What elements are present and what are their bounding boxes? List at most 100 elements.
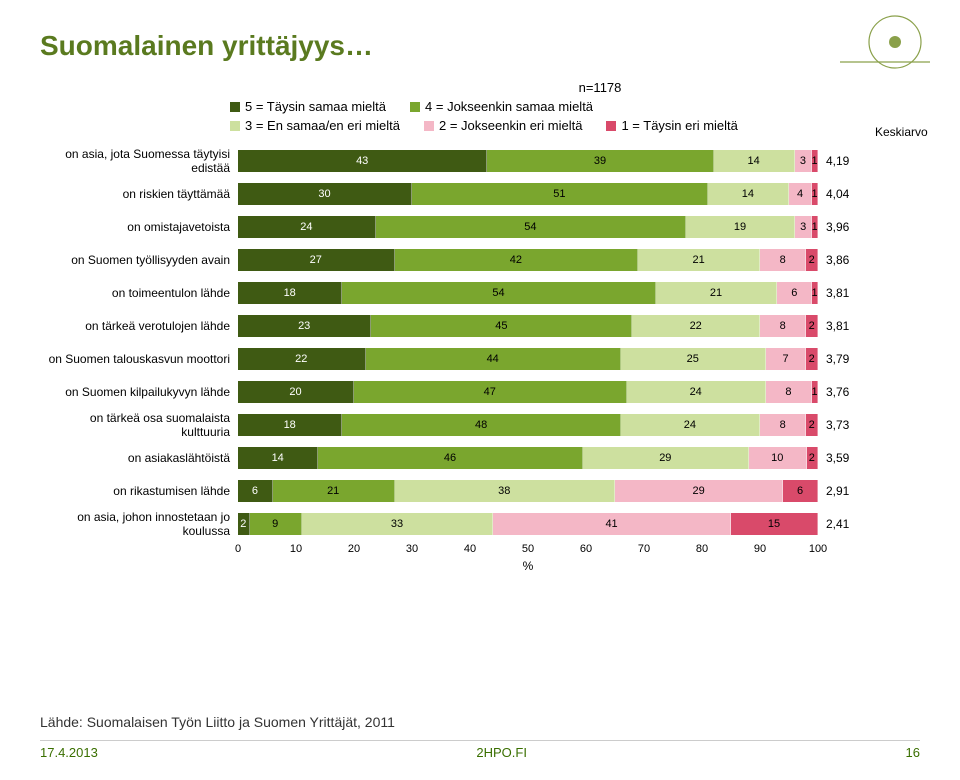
row-label: on omistajavetoista [40, 220, 238, 234]
row-label: on rikastumisen lähde [40, 484, 238, 498]
bar-segment: 54 [342, 282, 655, 304]
bar-segment: 14 [238, 447, 318, 469]
bar: 29334115 [238, 513, 818, 535]
bar: 23452282 [238, 315, 818, 337]
row-label: on Suomen työllisyyden avain [40, 253, 238, 267]
bar: 24541931 [238, 216, 818, 238]
legend-item: 3 = En samaa/en eri mieltä [230, 118, 400, 133]
row-mean: 3,76 [818, 385, 871, 399]
legend-label: 3 = En samaa/en eri mieltä [245, 118, 400, 133]
bar-segment: 9 [250, 513, 302, 535]
chart-row: on asia, johon innostetaan jo koulussa29… [40, 508, 920, 539]
bar-segment: 18 [238, 282, 342, 304]
legend-item: 4 = Jokseenkin samaa mieltä [410, 99, 593, 114]
row-label: on riskien täyttämää [40, 187, 238, 201]
axis-label: % [523, 559, 534, 573]
footer-brand: 2HPO.FI [476, 745, 527, 760]
row-mean: 3,96 [818, 220, 871, 234]
bar-segment: 18 [238, 414, 342, 436]
bar-segment: 1 [812, 183, 818, 205]
axis-tick: 90 [754, 543, 766, 555]
bar-segment: 21 [273, 480, 395, 502]
bar-segment: 8 [760, 414, 806, 436]
bar-segment: 6 [783, 480, 818, 502]
mean-header: Keskiarvo [867, 125, 920, 139]
axis-tick: 70 [638, 543, 650, 555]
bar-segment: 27 [238, 249, 395, 271]
bar-segment: 33 [302, 513, 493, 535]
axis-tick: 40 [464, 543, 476, 555]
legend-swatch [230, 102, 240, 112]
bar-segment: 39 [487, 150, 713, 172]
bar: 22442572 [238, 348, 818, 370]
bar-segment: 15 [731, 513, 818, 535]
chart-row: on Suomen talouskasvun moottori224425723… [40, 343, 920, 374]
bar-segment: 23 [238, 315, 371, 337]
axis-tick: 50 [522, 543, 534, 555]
row-mean: 3,81 [818, 319, 871, 333]
bar-segment: 4 [789, 183, 812, 205]
bar-segment: 22 [238, 348, 366, 370]
bar-segment: 41 [493, 513, 731, 535]
bar-segment: 24 [627, 381, 766, 403]
legend-label: 5 = Täysin samaa mieltä [245, 99, 386, 114]
row-mean: 3,59 [818, 451, 871, 465]
bar-segment: 1 [812, 150, 818, 172]
bar-segment: 38 [395, 480, 615, 502]
bar-segment: 22 [632, 315, 760, 337]
legend-swatch [410, 102, 420, 112]
legend: 5 = Täysin samaa mieltä 4 = Jokseenkin sa… [230, 99, 867, 137]
bar-segment: 2 [806, 348, 818, 370]
logo-graphic [840, 12, 930, 72]
stacked-bar-chart: n=1178 5 = Täysin samaa mieltä4 = Joksee… [40, 80, 920, 543]
chart-row: on rikastumisen lähde621382962,91 [40, 475, 920, 506]
row-label: on toimeentulon lähde [40, 286, 238, 300]
bar: 43391431 [238, 150, 818, 172]
row-mean: 3,73 [818, 418, 871, 432]
chart-rows: on asia, jota Suomessa täytyisi edistää4… [40, 145, 920, 539]
bar-segment: 1 [812, 282, 818, 304]
bar-segment: 2 [806, 315, 818, 337]
bar: 144629102 [238, 447, 818, 469]
legend-item: 1 = Täysin eri mieltä [606, 118, 737, 133]
footer-date: 17.4.2013 [40, 745, 98, 760]
bar: 27422182 [238, 249, 818, 271]
row-mean: 3,81 [818, 286, 871, 300]
bar-segment: 2 [806, 249, 818, 271]
bar-segment: 14 [708, 183, 789, 205]
bar-segment: 19 [686, 216, 795, 238]
bar-segment: 47 [354, 381, 627, 403]
chart-row: on Suomen kilpailukyvyn lähde204724813,7… [40, 376, 920, 407]
bar-segment: 10 [749, 447, 806, 469]
bar-segment: 44 [366, 348, 621, 370]
page-title: Suomalainen yrittäjyys… [40, 30, 920, 62]
source-text: Lähde: Suomalaisen Työn Liitto ja Suomen… [40, 714, 920, 730]
bar-segment: 21 [656, 282, 778, 304]
row-label: on tärkeä osa suomalaista kulttuuria [40, 411, 238, 439]
bar-segment: 1 [812, 216, 818, 238]
axis-tick: 20 [348, 543, 360, 555]
bar-segment: 29 [615, 480, 783, 502]
bar: 30511441 [238, 183, 818, 205]
bar-segment: 24 [238, 216, 376, 238]
bar-segment: 54 [376, 216, 686, 238]
bar-segment: 29 [583, 447, 750, 469]
row-label: on asiakaslähtöistä [40, 451, 238, 465]
legend-swatch [606, 121, 616, 131]
bar-segment: 3 [795, 150, 812, 172]
legend-item: 5 = Täysin samaa mieltä [230, 99, 386, 114]
bar-segment: 6 [238, 480, 273, 502]
bar-segment: 21 [638, 249, 760, 271]
row-label: on Suomen talouskasvun moottori [40, 352, 238, 366]
row-label: on asia, johon innostetaan jo koulussa [40, 510, 238, 538]
bar-segment: 1 [812, 381, 818, 403]
bar-segment: 43 [238, 150, 487, 172]
row-label: on asia, jota Suomessa täytyisi edistää [40, 147, 238, 175]
axis-tick: 100 [809, 543, 827, 555]
row-label: on Suomen kilpailukyvyn lähde [40, 385, 238, 399]
n-label: n=1178 [230, 80, 960, 95]
chart-row: on asia, jota Suomessa täytyisi edistää4… [40, 145, 920, 176]
bar: 18482482 [238, 414, 818, 436]
bar-segment: 2 [806, 414, 818, 436]
bar-segment: 8 [766, 381, 812, 403]
